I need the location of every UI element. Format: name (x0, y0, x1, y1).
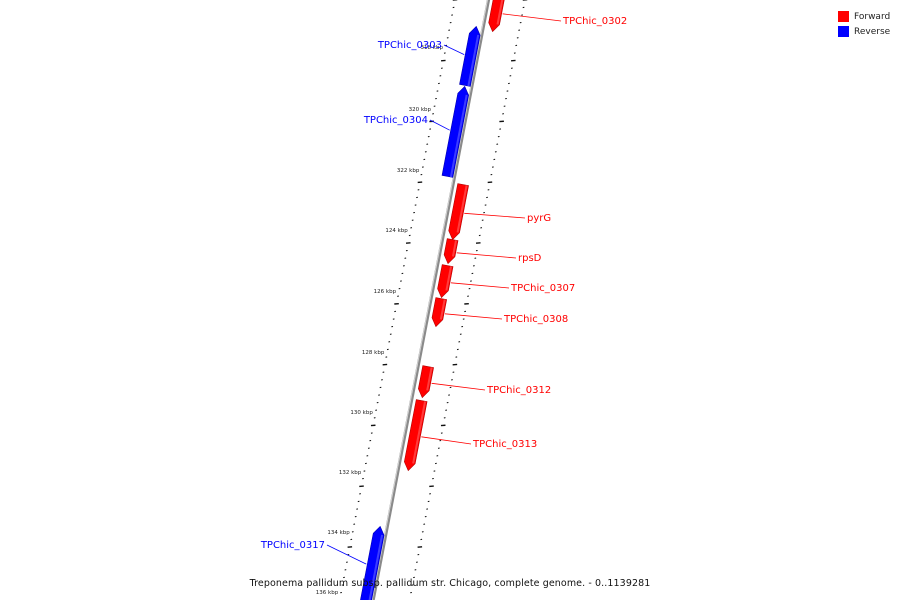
genome-caption: Treponema pallidum subsp. pallidum str. … (249, 578, 651, 589)
gene-TPChic_0304[interactable] (441, 85, 469, 178)
label-layer: TPChic_0302 TPChic_0303 TPChic_0304 pyrG rps… (260, 13, 627, 565)
gene-arrow-highlight (368, 534, 384, 600)
gene-layer (360, 0, 505, 600)
ruler-label: 320 kbp (409, 107, 432, 113)
gene-pyrG[interactable] (448, 183, 469, 241)
gene-leader-line (444, 313, 503, 320)
gene-TPChic_0317[interactable] (360, 525, 385, 600)
gene-label-TPChic_0303[interactable]: TPChic_0303 (377, 40, 442, 51)
legend-label-reverse: Reverse (854, 26, 891, 37)
gene-TPChic_0308[interactable] (431, 297, 448, 328)
gene-arrow-highlight (412, 401, 427, 464)
gene-arrow[interactable] (360, 525, 385, 600)
ruler-label: 322 kbp (397, 168, 420, 174)
ruler-label: 132 kbp (339, 470, 362, 476)
gene-leader-line (429, 119, 450, 131)
gene-TPChic_0302[interactable] (488, 0, 506, 33)
ruler-label: 124 kbp (385, 228, 408, 234)
gene-leader-line (456, 252, 517, 259)
gene-leader-line (502, 13, 562, 22)
gene-label-TPChic_0312[interactable]: TPChic_0312 (486, 385, 551, 396)
legend-item-reverse[interactable]: Reverse (838, 24, 890, 39)
gene-leader-line (464, 212, 526, 219)
gene-TPChic_0303[interactable] (459, 25, 481, 87)
gene-arrow-highlight (467, 34, 480, 87)
gene-arrow-highlight (456, 185, 468, 233)
gene-label-TPChic_0308[interactable]: TPChic_0308 (503, 314, 568, 325)
gene-TPChic_0312[interactable] (418, 365, 434, 399)
forward-swatch (838, 11, 849, 22)
gene-arrow-highlight (426, 367, 433, 391)
ruler-label: 318 kbp (421, 45, 444, 51)
tick-layer: 318 kbp 320 kbp 322 kbp 124 kbp 126 kbp 128 k… (316, 0, 528, 596)
gene-leader-line (443, 44, 465, 56)
gene-label-TPChic_0304[interactable]: TPChic_0304 (363, 115, 428, 126)
ruler-label: 134 kbp (327, 530, 350, 536)
gene-arrow-highlight (496, 0, 504, 25)
gene-label-TPChic_0317[interactable]: TPChic_0317 (260, 540, 325, 551)
gene-label-TPChic_0307[interactable]: TPChic_0307 (510, 283, 575, 294)
gene-TPChic_0307[interactable] (437, 264, 454, 299)
gene-leader-line (326, 544, 367, 565)
ruler-label: 130 kbp (350, 410, 373, 416)
gene-arrow-highlight (445, 266, 453, 291)
genome-backbone (371, 0, 491, 600)
gene-label-TPChic_0302[interactable]: TPChic_0302 (562, 16, 627, 27)
gene-label-TPChic_0313[interactable]: TPChic_0313 (472, 439, 537, 450)
gene-arrow-highlight (449, 94, 468, 178)
gene-label-pyrG[interactable]: pyrG (527, 213, 551, 224)
gene-arrow-highlight (451, 240, 458, 257)
ruler-label: 128 kbp (362, 350, 385, 356)
gene-TPChic_0313[interactable] (404, 399, 428, 472)
gene-leader-line (450, 282, 510, 289)
gene-leader-line (431, 382, 486, 391)
gene-label-rpsD[interactable]: rpsD (518, 253, 542, 264)
genome-backbone-highlight (371, 0, 488, 600)
legend: Forward Reverse (838, 9, 890, 39)
legend-item-forward[interactable]: Forward (838, 9, 890, 24)
ruler-label: 126 kbp (374, 289, 397, 295)
ruler-label: 136 kbp (316, 590, 339, 596)
gene-leader-line (421, 436, 472, 445)
reverse-swatch (838, 26, 849, 37)
gene-arrow-highlight (439, 299, 446, 320)
gene-rpsD[interactable] (443, 238, 459, 265)
legend-label-forward: Forward (854, 11, 891, 22)
gene-arrow[interactable] (488, 0, 506, 33)
